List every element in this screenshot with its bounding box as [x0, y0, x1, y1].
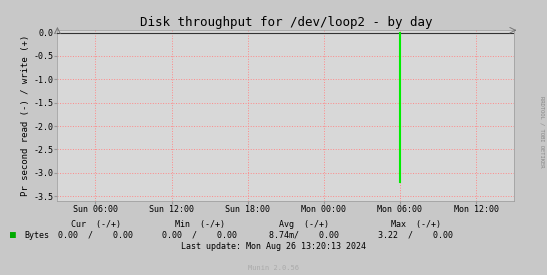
Text: Max  (-/+): Max (-/+) — [391, 220, 441, 229]
Text: Last update: Mon Aug 26 13:20:13 2024: Last update: Mon Aug 26 13:20:13 2024 — [181, 242, 366, 251]
Title: Disk throughput for /dev/loop2 - by day: Disk throughput for /dev/loop2 - by day — [139, 16, 432, 29]
Text: 8.74m/    0.00: 8.74m/ 0.00 — [269, 231, 339, 240]
Text: RRDTOOL / TOBI OETIKER: RRDTOOL / TOBI OETIKER — [539, 96, 544, 168]
Text: 0.00  /    0.00: 0.00 / 0.00 — [58, 231, 133, 240]
Text: ■: ■ — [10, 230, 16, 240]
Text: Cur  (-/+): Cur (-/+) — [71, 220, 121, 229]
Text: Min  (-/+): Min (-/+) — [174, 220, 225, 229]
Y-axis label: Pr second read (-) / write (+): Pr second read (-) / write (+) — [21, 35, 31, 196]
Text: 0.00  /    0.00: 0.00 / 0.00 — [162, 231, 237, 240]
Text: 3.22  /    0.00: 3.22 / 0.00 — [378, 231, 453, 240]
Text: Bytes: Bytes — [25, 231, 50, 240]
Text: Munin 2.0.56: Munin 2.0.56 — [248, 265, 299, 271]
Text: Avg  (-/+): Avg (-/+) — [278, 220, 329, 229]
